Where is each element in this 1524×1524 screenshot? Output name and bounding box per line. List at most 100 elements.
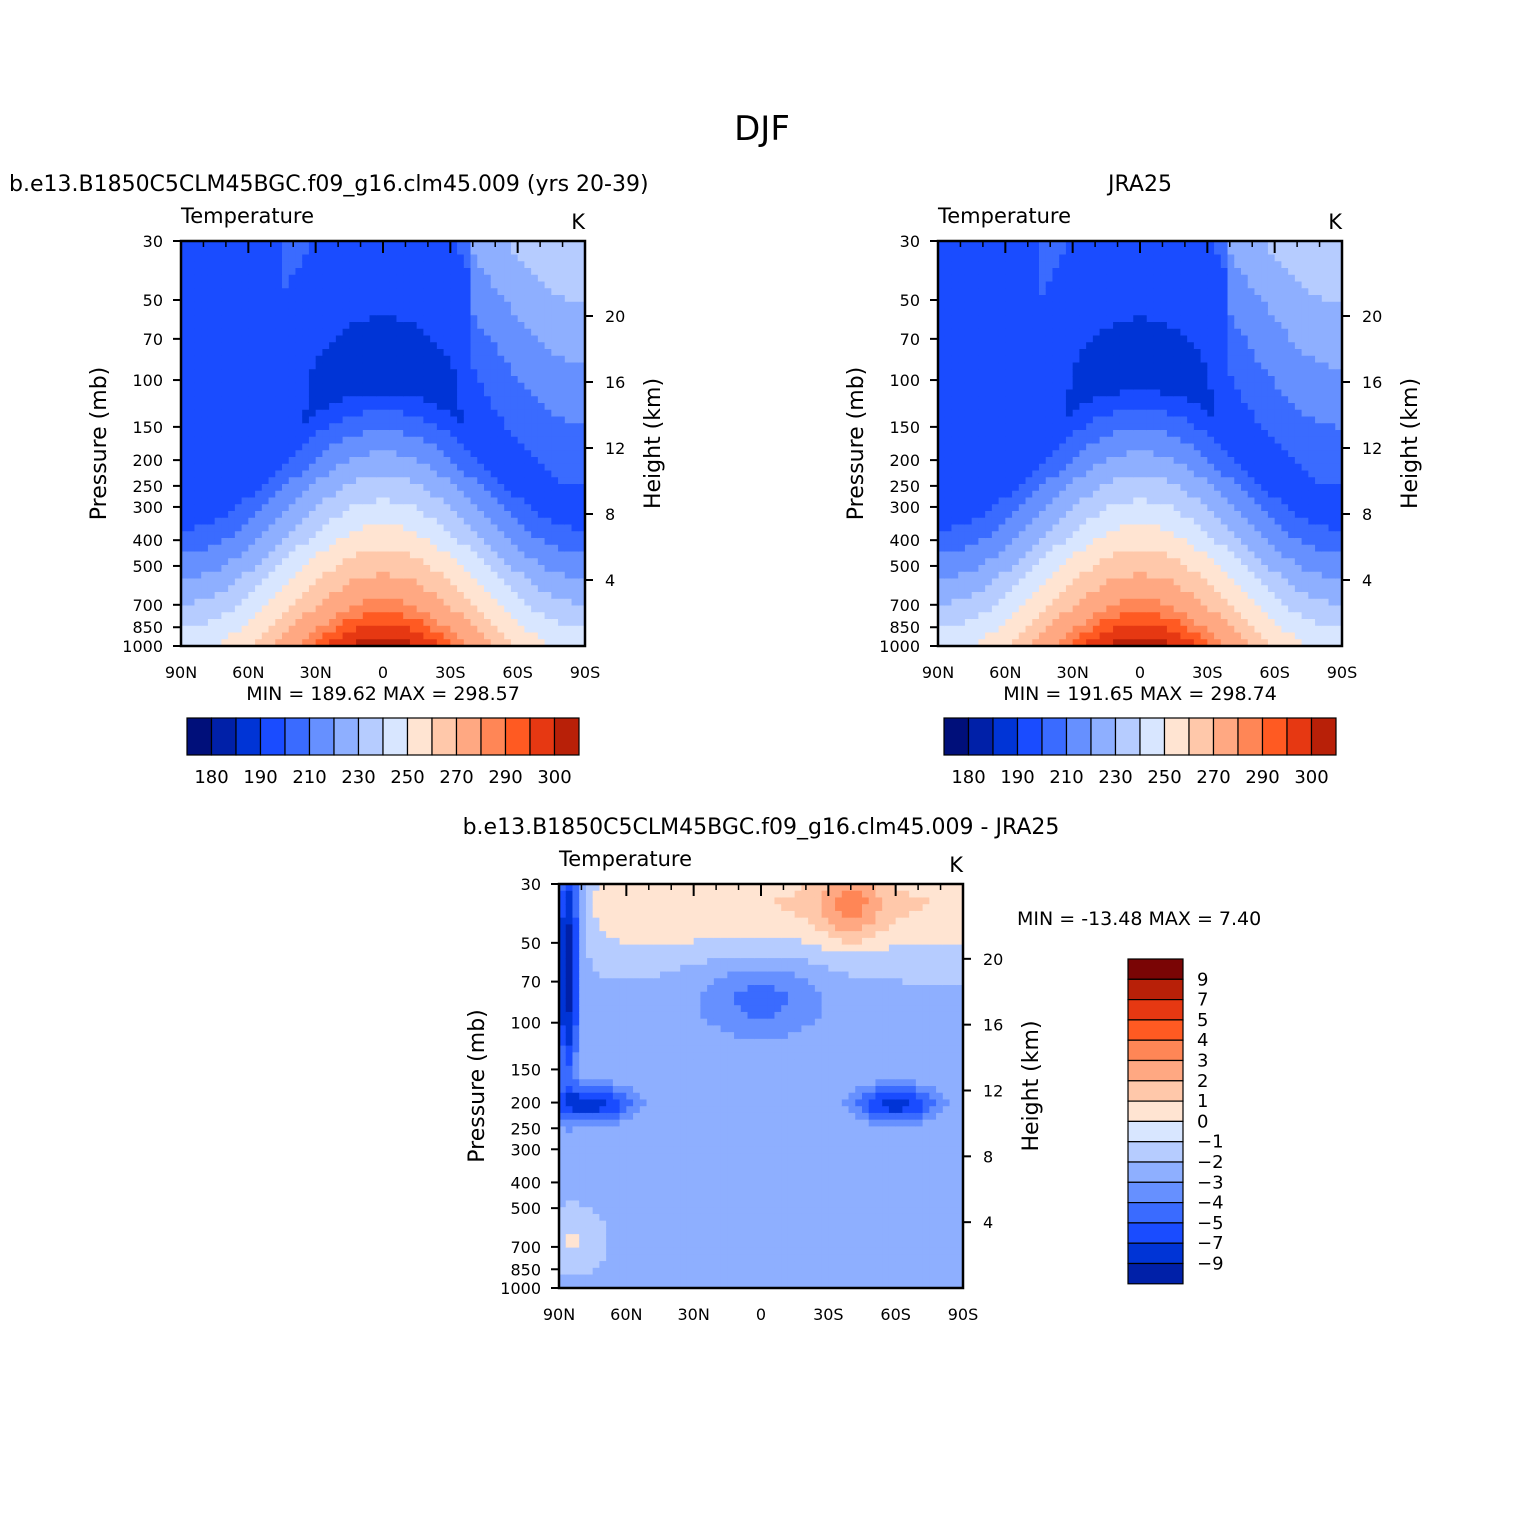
field-cell: [302, 436, 310, 445]
field-cell: [578, 598, 586, 607]
field-cell: [951, 571, 959, 580]
field-cell: [484, 517, 492, 526]
field-cell: [951, 470, 959, 478]
field-cell: [958, 362, 966, 370]
field-cell: [998, 355, 1006, 364]
field-cell: [450, 477, 458, 485]
field-cell: [1052, 430, 1060, 438]
field-cell: [295, 241, 303, 249]
field-cell: [282, 497, 290, 505]
field-cell: [985, 315, 993, 323]
field-cell: [1059, 288, 1067, 296]
field-cell: [369, 524, 377, 532]
field-cell: [571, 605, 579, 613]
field-cell: [436, 241, 445, 249]
field-cell: [295, 511, 303, 519]
field-cell: [335, 517, 344, 526]
field-cell: [578, 241, 586, 249]
field-cell: [531, 463, 539, 472]
field-cell: [517, 268, 525, 276]
field-cell: [991, 612, 1000, 620]
field-cell: [376, 342, 384, 350]
field-cell: [430, 639, 438, 647]
field-cell: [308, 625, 317, 634]
field-cell: [551, 301, 559, 310]
field-cell: [558, 511, 566, 519]
field-cell: [504, 274, 512, 283]
field-cell: [443, 328, 451, 337]
field-cell: [1005, 558, 1013, 566]
field-cell: [416, 281, 424, 289]
field-cell: [457, 598, 465, 607]
field-cell: [295, 342, 303, 350]
field-cell: [436, 457, 445, 465]
field-cell: [578, 423, 586, 431]
field-cell: [201, 571, 209, 580]
field-cell: [315, 382, 323, 391]
field-cell: [537, 517, 546, 526]
field-cell: [248, 423, 256, 431]
field-cell: [268, 436, 276, 445]
field-cell: [558, 281, 566, 289]
field-cell: [194, 605, 202, 613]
field-cell: [1059, 328, 1067, 337]
field-cell: [389, 571, 398, 580]
field-cell: [1032, 517, 1040, 526]
field-cell: [430, 315, 438, 323]
field-cell: [362, 625, 371, 634]
field-cell: [958, 578, 966, 586]
field-cell: [1059, 301, 1067, 310]
field-cell: [403, 585, 411, 593]
field-cell: [302, 470, 310, 478]
field-cell: [187, 639, 196, 647]
field-cell: [504, 261, 512, 269]
field-cell: [288, 315, 297, 323]
field-cell: [1005, 544, 1013, 553]
field-cell: [356, 457, 364, 465]
field-cell: [477, 396, 485, 404]
field-cell: [443, 625, 451, 634]
field-cell: [951, 382, 959, 391]
field-cell: [497, 585, 505, 593]
field-cell: [477, 261, 485, 269]
field-cell: [430, 403, 438, 411]
field-cell: [504, 416, 512, 424]
field-cell: [450, 612, 458, 620]
field-cell: [971, 376, 979, 384]
field-cell: [362, 578, 371, 586]
field-cell: [1018, 349, 1027, 357]
field-cell: [951, 436, 959, 445]
field-cell: [268, 403, 276, 411]
field-cell: [315, 396, 323, 404]
field-cell: [564, 450, 573, 458]
field-cell: [302, 295, 310, 303]
field-cell: [1045, 524, 1054, 532]
field-cell: [403, 369, 411, 377]
field-cell: [470, 423, 478, 431]
field-cell: [389, 274, 398, 283]
field-cell: [261, 585, 270, 593]
field-cell: [998, 301, 1006, 310]
field-cell: [241, 301, 249, 310]
field-cell: [416, 531, 424, 539]
field-cell: [315, 328, 323, 337]
field-cell: [510, 457, 519, 465]
field-cell: [564, 517, 573, 526]
field-cell: [1032, 585, 1040, 593]
field-cell: [951, 497, 959, 505]
field-cell: [282, 625, 290, 634]
field-cell: [329, 436, 337, 445]
field-cell: [302, 335, 310, 343]
field-cell: [255, 457, 263, 465]
field-cell: [194, 295, 202, 303]
field-cell: [470, 281, 478, 289]
field-cell: [282, 308, 290, 316]
field-cell: [255, 396, 263, 404]
field-cell: [376, 376, 384, 384]
field-cell: [1012, 315, 1020, 323]
field-cell: [1012, 511, 1020, 519]
field-cell: [517, 241, 525, 249]
field-cell: [234, 261, 243, 269]
field-cell: [564, 436, 573, 445]
field-cell: [194, 436, 202, 445]
